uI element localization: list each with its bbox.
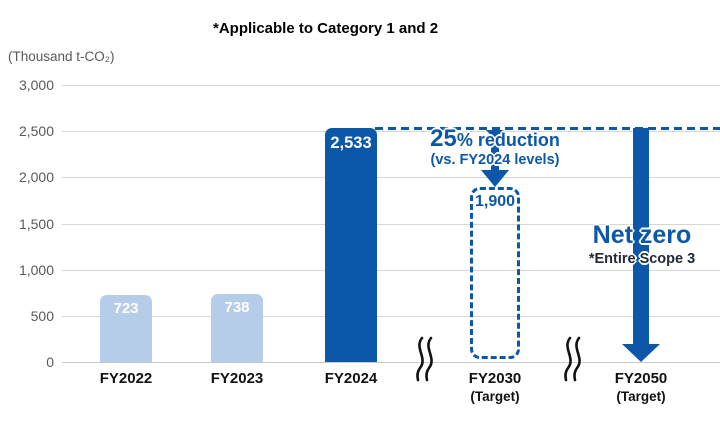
x-label-fy2023: FY2023: [210, 370, 264, 387]
bar-fy2022: 723: [100, 295, 152, 362]
bar-value-fy2030: 1,900: [474, 193, 516, 210]
bar-value-fy2024: 2,533: [330, 134, 372, 152]
y-tick-500: 500: [30, 308, 54, 324]
bar-value-fy2023: 738: [224, 299, 250, 316]
bar-fy2030-target: 1,900: [470, 187, 520, 359]
reduction-text: % reduction: [456, 130, 560, 150]
x-label-fy2050: FY2050: [614, 370, 668, 387]
reduction-annotation: 25% reduction (vs. FY2024 levels): [380, 125, 610, 169]
x-sublabel-fy2050: (Target): [616, 389, 666, 404]
y-tick-2,500: 2,500: [18, 123, 54, 139]
x-label-fy2022: FY2022: [99, 370, 153, 387]
netzero-title: Net zero: [592, 221, 692, 249]
gridline-1,500: [62, 224, 720, 225]
x-sublabel-fy2030: (Target): [470, 389, 520, 404]
y-tick-2,000: 2,000: [18, 169, 54, 185]
reduction-arrow-shaft: [491, 130, 499, 172]
gridline-2,000: [62, 177, 720, 178]
netzero-subtitle: *Entire Scope 3: [588, 251, 696, 267]
gridline-3,000: [62, 85, 720, 86]
bar-fy2023: 738: [211, 294, 263, 362]
bar-value-fy2022: 723: [113, 300, 139, 317]
bar-fy2024: 2,533: [325, 128, 377, 362]
gridline-0: [62, 362, 720, 363]
gridline-500: [62, 316, 720, 317]
axis-break-icon: [416, 336, 433, 382]
x-label-fy2030: FY2030: [468, 370, 522, 387]
gridline-2,500: [62, 131, 720, 132]
axis-break-icon: [564, 336, 581, 382]
y-tick-1,000: 1,000: [18, 262, 54, 278]
reduction-percent: 25: [430, 125, 457, 152]
fy2024-level-dashed-line: [375, 127, 720, 130]
netzero-arrow-shaft: [633, 128, 649, 345]
reduction-subtitle: (vs. FY2024 levels): [430, 152, 560, 168]
y-tick-3,000: 3,000: [18, 77, 54, 93]
reduction-title: 25% reduction: [380, 125, 610, 152]
y-axis-unit-label: (Thousand t-CO₂): [8, 49, 115, 64]
x-label-fy2024: FY2024: [324, 370, 378, 387]
netzero-arrow-head-icon: [622, 344, 660, 362]
netzero-annotation: Net zero *Entire Scope 3: [556, 221, 720, 268]
gridline-1,000: [62, 270, 720, 271]
chart-note: *Applicable to Category 1 and 2: [213, 20, 439, 37]
y-tick-0: 0: [46, 354, 54, 370]
y-tick-1,500: 1,500: [18, 216, 54, 232]
reduction-arrow-head-icon: [481, 170, 509, 187]
